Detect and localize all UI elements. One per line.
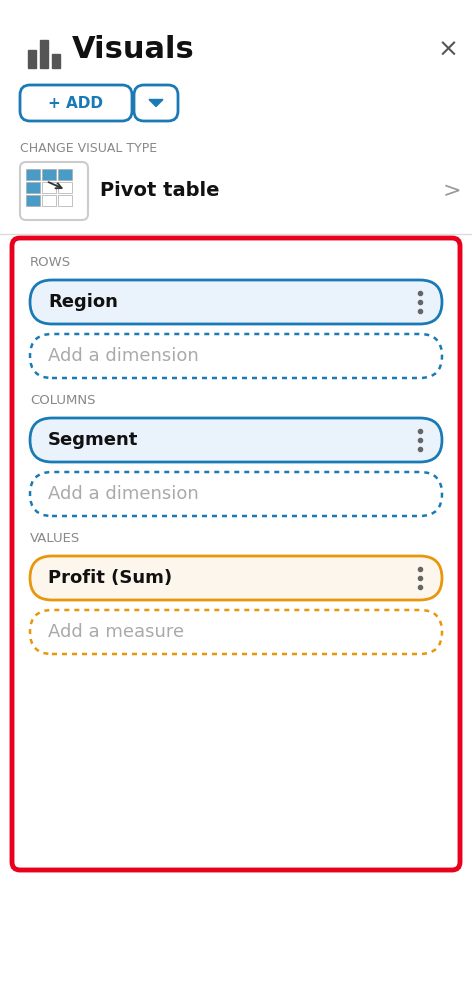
FancyBboxPatch shape [20,85,132,121]
Text: >: > [443,181,461,201]
FancyBboxPatch shape [30,334,442,378]
Bar [26,169,40,180]
Text: Pivot table: Pivot table [100,181,219,200]
Polygon shape [149,100,163,106]
Bar [58,169,72,180]
Bar [28,50,36,68]
FancyBboxPatch shape [30,610,442,654]
Bar [42,169,56,180]
FancyBboxPatch shape [30,418,442,462]
Text: Add a measure: Add a measure [48,623,184,641]
Text: Region: Region [48,293,118,311]
Text: Segment: Segment [48,431,138,449]
Text: Visuals: Visuals [72,35,195,64]
Bar [52,54,60,68]
FancyBboxPatch shape [12,238,460,870]
Bar [26,182,40,193]
FancyBboxPatch shape [30,472,442,516]
Bar [58,182,72,193]
Bar [58,195,72,206]
Text: Add a dimension: Add a dimension [48,485,199,503]
Text: CHANGE VISUAL TYPE: CHANGE VISUAL TYPE [20,142,157,155]
Text: ROWS: ROWS [30,255,71,268]
Bar [26,195,40,206]
FancyBboxPatch shape [134,85,178,121]
FancyBboxPatch shape [30,556,442,600]
Bar [42,195,56,206]
Text: VALUES: VALUES [30,531,80,544]
Text: Add a dimension: Add a dimension [48,347,199,365]
FancyBboxPatch shape [30,280,442,324]
Bar [42,182,56,193]
Bar [40,40,48,68]
Text: COLUMNS: COLUMNS [30,393,95,406]
Text: ×: × [438,38,458,62]
FancyBboxPatch shape [20,162,88,220]
Text: + ADD: + ADD [49,96,103,110]
Text: Profit (Sum): Profit (Sum) [48,569,172,587]
